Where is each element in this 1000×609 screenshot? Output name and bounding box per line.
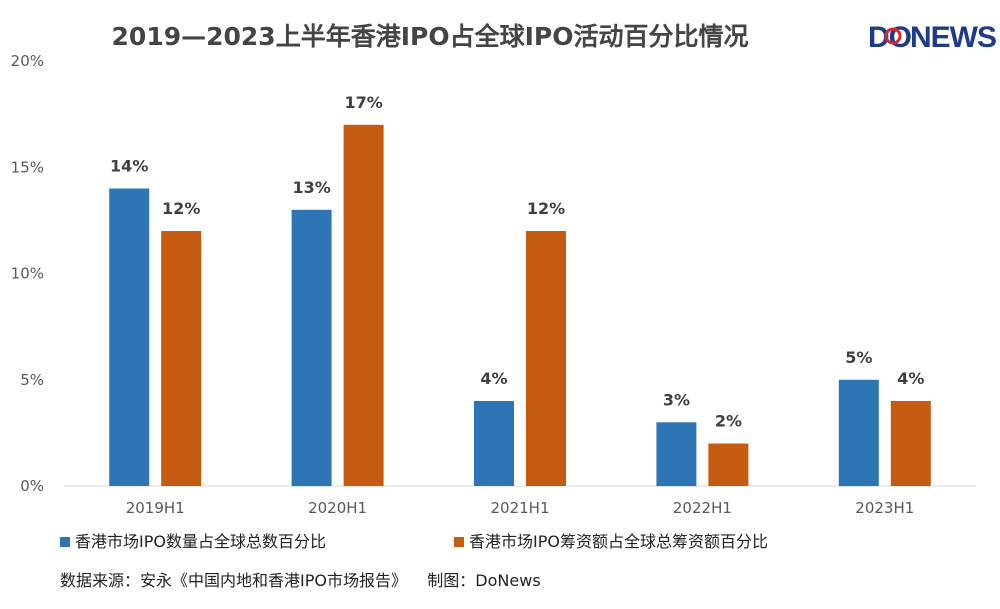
logo-news-text: NEWS	[910, 21, 996, 54]
bar-funds-2023H1	[890, 401, 931, 486]
legend-swatch-count	[60, 537, 70, 547]
bar-funds-2019H1	[161, 231, 202, 486]
y-tick-label: 5%	[20, 371, 44, 389]
data-label-count-2022H1: 3%	[663, 390, 690, 409]
data-labels-group: 14% 12% 13% 17% 4% 12% 3% 2% 5% 4%	[110, 93, 924, 431]
bars-group	[109, 124, 931, 487]
x-tick-label: 2021H1	[491, 499, 550, 517]
bar-count-2023H1	[838, 379, 879, 487]
donews-logo: DO NEWS	[868, 21, 997, 54]
chart-title: 2019—2023上半年香港IPO占全球IPO活动百分比情况	[112, 22, 749, 51]
bar-funds-2022H1	[708, 443, 749, 486]
y-tick-label: 20%	[11, 52, 44, 70]
y-tick-label: 10%	[11, 265, 44, 283]
source-note: 数据来源：安永《中国内地和香港IPO市场报告》 制图：DoNews	[60, 571, 541, 590]
data-label-count-2023H1: 5%	[845, 348, 872, 367]
data-label-count-2020H1: 13%	[292, 178, 330, 197]
data-label-funds-2019H1: 12%	[162, 199, 200, 218]
legend: 香港市场IPO数量占全球总数百分比 香港市场IPO筹资额占全球总筹资额百分比	[60, 532, 768, 551]
y-tick-label: 0%	[20, 477, 44, 495]
data-label-funds-2023H1: 4%	[897, 369, 924, 388]
legend-swatch-funds	[454, 537, 464, 547]
bar-count-2019H1	[109, 188, 150, 486]
x-axis: 2019H1 2020H1 2021H1 2022H1 2023H1	[126, 499, 915, 517]
bar-count-2022H1	[656, 422, 697, 487]
logo-accent-icon	[884, 27, 902, 45]
legend-label-funds: 香港市场IPO筹资额占全球总筹资额百分比	[469, 532, 768, 551]
bar-funds-2020H1	[343, 124, 384, 487]
data-label-funds-2021H1: 12%	[527, 199, 565, 218]
x-tick-label: 2023H1	[855, 499, 914, 517]
y-tick-label: 15%	[11, 158, 44, 176]
logo-do-text: DO	[868, 21, 912, 54]
data-label-count-2019H1: 14%	[110, 157, 148, 176]
x-tick-label: 2022H1	[673, 499, 732, 517]
x-tick-label: 2019H1	[126, 499, 185, 517]
bar-count-2020H1	[291, 209, 332, 487]
data-label-funds-2022H1: 2%	[715, 412, 742, 431]
data-label-funds-2020H1: 17%	[344, 93, 382, 112]
x-tick-label: 2020H1	[308, 499, 367, 517]
bar-count-2021H1	[474, 401, 514, 486]
bar-funds-2021H1	[526, 231, 566, 486]
y-axis: 0% 5% 10% 15% 20%	[11, 52, 44, 495]
legend-label-count: 香港市场IPO数量占全球总数百分比	[75, 532, 326, 551]
data-label-count-2021H1: 4%	[480, 369, 507, 388]
